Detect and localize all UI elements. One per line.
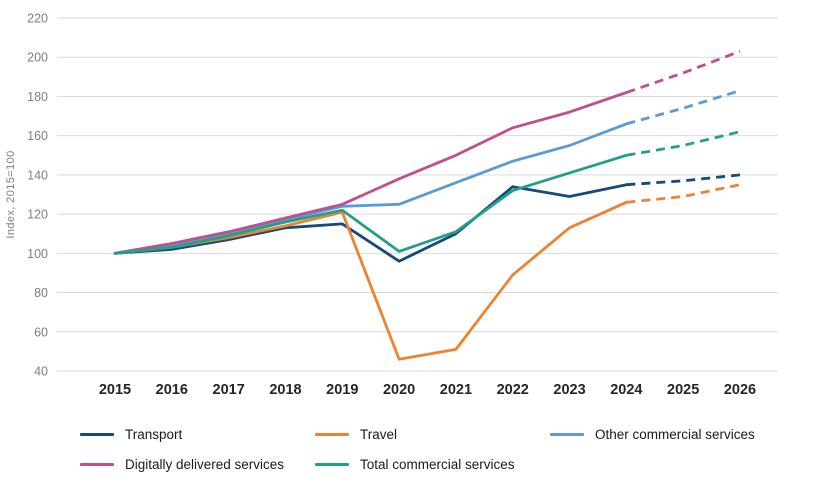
line-chart: 40 60 80 100 120 140 160 180 200 220 2015 2016 2017 2…: [5, 12, 778, 398]
x-axis-tick-label: 2026: [724, 382, 756, 398]
series-line-forecast-other-commercial-services: [626, 89, 741, 126]
x-axis-tick-label: 2021: [440, 382, 472, 398]
series-line-forecast-transport: [626, 173, 741, 187]
series-line-total-commercial-services: [113, 153, 628, 255]
y-axis-tick-label: 80: [34, 286, 48, 300]
legend-swatch-digitally-delivered-services: [80, 462, 114, 466]
legend-swatch-transport: [80, 433, 114, 437]
legend-label: Other commercial services: [595, 427, 755, 442]
x-axis-tick-label: 2020: [383, 382, 415, 398]
legend-item-transport: Transport: [80, 428, 315, 442]
y-axis-tick-label: 200: [27, 51, 48, 65]
legend-label: Digitally delivered services: [125, 456, 285, 472]
y-axis-tick-label: 140: [27, 168, 48, 182]
series-line-forecast-total-commercial-services: [626, 130, 741, 157]
legend-label: Transport: [125, 427, 183, 442]
x-axis-tick-label: 2023: [553, 382, 585, 398]
y-axis-tick-label: 120: [27, 208, 48, 222]
legend-label: Travel: [360, 427, 398, 442]
legend-label: Total commercial services: [360, 456, 515, 472]
y-axis-tick-label: 220: [27, 12, 48, 26]
legend-swatch-other-commercial-services: [550, 433, 584, 437]
series-line-forecast-digitally-delivered-services: [625, 49, 741, 94]
legend-item-other-commercial-services: Other commercial services: [550, 428, 816, 442]
series-line-other-commercial-services: [113, 122, 628, 255]
x-axis-tick-label: 2019: [326, 382, 358, 398]
y-axis-tick-label: 60: [34, 325, 48, 339]
series-line-transport: [113, 183, 628, 263]
x-axis-tick-label: 2017: [213, 382, 245, 398]
chart-legend: Transport Travel Other commercial services…: [0, 428, 816, 471]
x-axis-tick-label: 2024: [610, 382, 642, 398]
x-axis-tick-label: 2018: [269, 382, 301, 398]
legend-item-travel: Travel: [315, 428, 550, 442]
legend-swatch-total-commercial-services: [315, 462, 349, 466]
x-axis-tick-label: 2016: [156, 382, 188, 398]
x-axis-tick-label: 2022: [497, 382, 529, 398]
y-axis-tick-label: 180: [27, 90, 48, 104]
series-line-travel: [113, 200, 628, 361]
y-axis-tick-label: 160: [27, 129, 48, 143]
y-axis-title: Index, 2015=100: [5, 150, 17, 238]
x-axis-tick-label: 2025: [667, 382, 699, 398]
series-line-digitally-delivered-services: [113, 91, 628, 255]
x-axis-tick-label: 2015: [99, 382, 131, 398]
legend-item-digitally-delivered-services: Digitally delivered services: [80, 456, 315, 472]
y-axis-tick-label: 40: [34, 365, 48, 379]
y-axis-tick-label: 100: [27, 247, 48, 261]
series-line-forecast-travel: [626, 183, 741, 204]
legend-swatch-travel: [315, 433, 349, 437]
legend-item-total-commercial-services: Total commercial services: [315, 456, 550, 472]
